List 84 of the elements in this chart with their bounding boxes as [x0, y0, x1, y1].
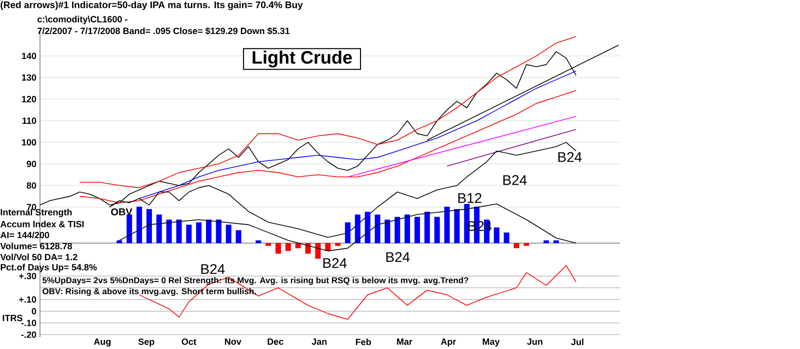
annotation: Volume= 6128.78	[0, 242, 72, 250]
x-tick-label: Apr	[440, 338, 456, 347]
annotation: B24	[386, 252, 410, 262]
x-tick-label: Jun	[527, 338, 542, 345]
bar	[156, 214, 162, 244]
bar	[444, 206, 450, 244]
bar	[275, 243, 281, 254]
y-tick-label: 80	[26, 182, 36, 189]
y-tick-label: 120	[22, 96, 36, 102]
annotation: AI= 144/200	[0, 232, 50, 238]
annotation: Accum Index & TISI	[0, 220, 84, 228]
y-tick-label: 110	[22, 118, 36, 124]
x-tick-label: Jan	[312, 338, 327, 345]
x-tick-label: Feb	[356, 338, 371, 346]
bar	[236, 230, 242, 244]
annotation: 7/2/2007 - 7/17/2008 Band= .095 Close= $129.29 Down $5.31	[38, 27, 290, 35]
x-tick-label: Nov	[224, 338, 242, 345]
bar	[226, 224, 232, 244]
chart-title: (Red arrows)#1 Indicator=50-day IPA ma turns. Its gain= 70.4% Buy	[0, 1, 303, 10]
bar	[315, 243, 321, 259]
annotation: Vol/Vol 50 DA= 1.2	[0, 254, 78, 260]
bar	[146, 209, 152, 244]
bar	[374, 214, 380, 244]
bar	[196, 222, 202, 244]
bar	[504, 232, 510, 244]
bar	[424, 212, 430, 244]
bar	[206, 220, 212, 244]
bar	[384, 220, 390, 244]
bar	[404, 214, 410, 244]
bar	[325, 243, 331, 251]
bar	[335, 243, 341, 246]
bar	[216, 220, 222, 244]
bar	[354, 214, 360, 244]
x-tick-label: Dec	[268, 338, 284, 345]
y-tick-label: 130	[22, 74, 36, 81]
annotation: B24	[323, 258, 347, 268]
annotation: B24	[503, 175, 527, 185]
bar	[544, 240, 550, 244]
annotation: Light Crude	[252, 50, 352, 68]
y-tick-label: 0	[32, 308, 36, 314]
bar	[464, 204, 470, 244]
y-tick-label: 100	[22, 139, 36, 146]
bar	[186, 224, 192, 244]
annotation: 5%UpDays= 2vs 5%DnDays= 0 Rel Strength: Its Mvg. Avg. is rising but RSQ is below its mvg. avg.Trend?	[42, 277, 468, 285]
x-tick-label: Sep	[138, 338, 154, 347]
bar	[166, 220, 172, 244]
bar	[364, 212, 370, 244]
annotation: B24	[558, 152, 582, 162]
bar	[305, 243, 311, 254]
x-tick-label: Aug	[94, 338, 111, 347]
bar	[116, 240, 122, 244]
y-tick-label: -.20	[21, 331, 36, 338]
y-tick-label: 90	[26, 160, 36, 168]
chart-subtitle: c:\comodity\CL1600 -	[38, 16, 128, 24]
annotation: B12	[458, 193, 482, 203]
annotation: B24	[201, 264, 225, 274]
bar	[434, 216, 440, 244]
bar	[394, 216, 400, 244]
x-tick-label: Mar	[397, 338, 412, 345]
y-tick-label: -.10	[21, 320, 36, 326]
x-tick-label: May	[482, 338, 500, 347]
x-tick-label: Jul	[571, 338, 584, 346]
bar	[126, 214, 132, 244]
annotation: Pct.of Days Up= 54.8%	[0, 264, 97, 272]
y-tick-label: 70	[26, 204, 36, 210]
series-label: OBV	[111, 208, 132, 216]
y-tick-label: +.10	[19, 296, 36, 303]
bar	[553, 240, 559, 244]
bar	[414, 216, 420, 244]
bar	[494, 227, 500, 244]
x-tick-label: Oct	[182, 338, 196, 345]
y-tick-label: 140	[22, 52, 36, 60]
y-tick-label: +.30	[19, 272, 36, 280]
bar	[136, 206, 142, 244]
bar	[295, 243, 301, 248]
bar	[256, 240, 262, 244]
bar	[454, 209, 460, 244]
y-axis-title: ITRS	[2, 314, 22, 322]
bar	[524, 243, 530, 246]
bar	[344, 222, 350, 244]
bar	[176, 220, 182, 244]
bar	[514, 243, 520, 248]
bar	[285, 243, 291, 251]
bar	[266, 243, 272, 246]
